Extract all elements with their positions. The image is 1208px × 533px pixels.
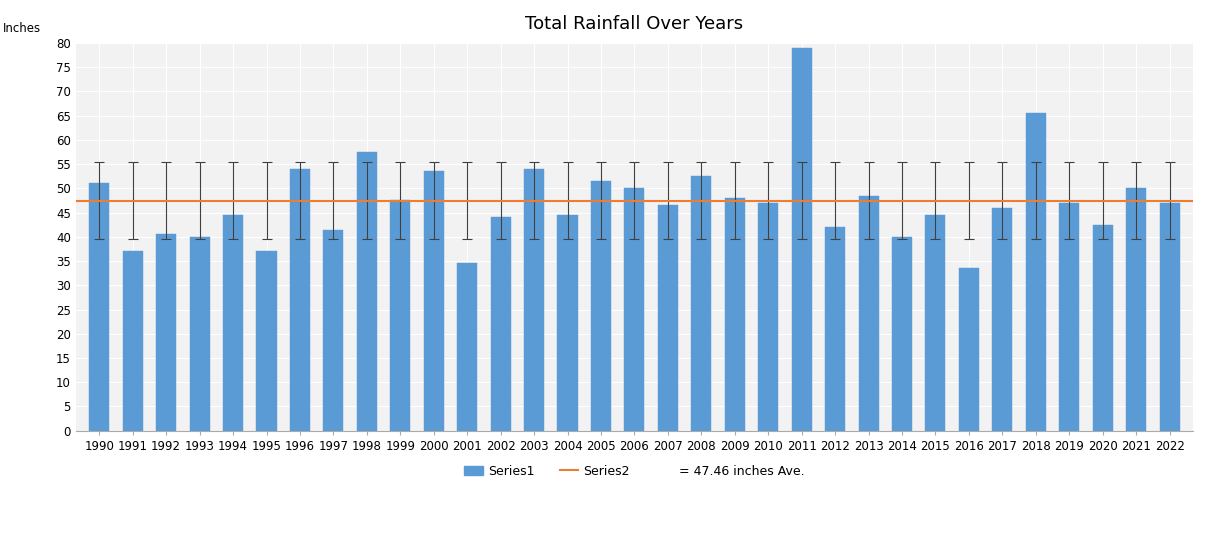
Bar (490, 217, 511, 431)
Bar (457, 263, 477, 431)
Bar (1059, 203, 1079, 431)
Bar (190, 237, 210, 431)
Bar (324, 230, 343, 431)
Bar (156, 235, 176, 431)
Bar (390, 200, 411, 431)
Bar (1160, 203, 1180, 431)
Bar (625, 188, 644, 431)
Bar (825, 227, 846, 431)
Bar (859, 196, 878, 431)
Bar (892, 237, 912, 431)
Bar (1126, 188, 1146, 431)
Bar (424, 171, 443, 431)
Bar (658, 205, 678, 431)
Bar (558, 215, 577, 431)
Bar (992, 208, 1012, 431)
Bar (223, 215, 243, 431)
Title: Total Rainfall Over Years: Total Rainfall Over Years (525, 15, 743, 33)
Text: Inches: Inches (4, 22, 41, 35)
Bar (725, 198, 745, 431)
Bar (1093, 225, 1113, 431)
Bar (123, 252, 143, 431)
Bar (356, 152, 377, 431)
Bar (524, 169, 544, 431)
Bar (256, 252, 277, 431)
Bar (1026, 113, 1046, 431)
Bar (290, 169, 310, 431)
Legend: Series1, Series2, = 47.46 inches Ave.: Series1, Series2, = 47.46 inches Ave. (459, 459, 809, 482)
Bar (959, 268, 978, 431)
Bar (591, 181, 611, 431)
Bar (89, 183, 109, 431)
Bar (759, 203, 778, 431)
Bar (691, 176, 712, 431)
Bar (791, 48, 812, 431)
Bar (925, 215, 946, 431)
